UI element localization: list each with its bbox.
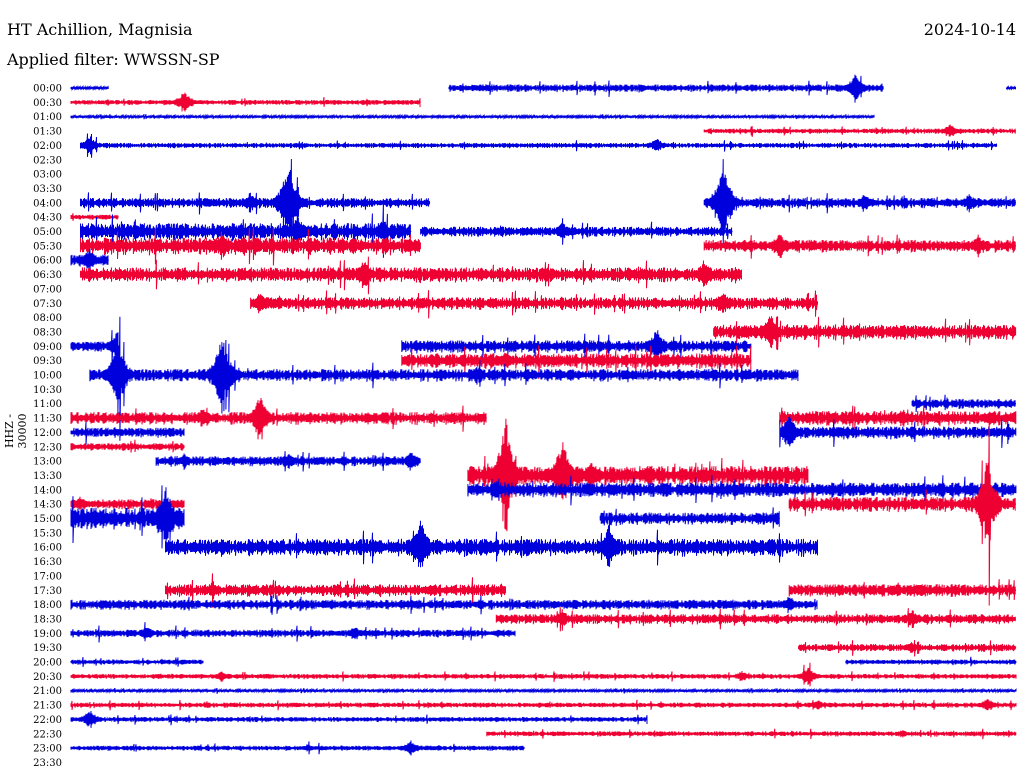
time-tick-label: 13:30: [33, 471, 62, 482]
time-tick-label: 23:00: [33, 744, 62, 755]
time-tick-label: 00:30: [33, 98, 62, 109]
seismic-trace-0530: [703, 234, 1016, 259]
time-tick-label: 12:30: [33, 442, 62, 453]
seismic-trace-1200: [70, 422, 185, 445]
time-tick-label: 01:30: [33, 127, 62, 138]
seismic-trace-1830: [495, 607, 1016, 632]
time-tick-label: 07:00: [33, 284, 62, 295]
seismic-trace-0500: [80, 203, 411, 258]
time-tick-label: 20:00: [33, 658, 62, 669]
seismic-trace-1500: [70, 485, 185, 549]
seismic-trace-1600: [165, 520, 818, 568]
station-title: HT Achillion, Magnisia: [7, 20, 193, 39]
time-tick-label: 09:00: [33, 342, 62, 353]
time-tick-label: 20:30: [33, 672, 62, 683]
time-tick-label: 09:30: [33, 356, 62, 367]
seismic-trace-0730: [250, 290, 818, 319]
time-tick-label: 17:00: [33, 571, 62, 582]
seismic-trace-1400: [467, 475, 1017, 506]
time-tick-label: 21:30: [33, 701, 62, 712]
time-tick-label: 06:30: [33, 270, 62, 281]
time-tick-label: 22:00: [33, 715, 62, 726]
time-tick-label: 05:00: [33, 227, 62, 238]
seismic-trace-0830: [713, 316, 1017, 351]
seismic-trace-0630: [80, 256, 742, 295]
time-tick-label: 02:00: [33, 141, 62, 152]
time-tick-label: 16:30: [33, 557, 62, 568]
time-tick-label: 15:30: [33, 528, 62, 539]
time-tick-label: 08:30: [33, 327, 62, 338]
seismic-trace-0000: [448, 74, 884, 103]
time-tick-label: 17:30: [33, 586, 62, 597]
seismic-trace-1900: [70, 622, 516, 643]
time-tick-label: 04:00: [33, 198, 62, 209]
time-tick-label: 00:00: [33, 84, 62, 95]
time-tick-label: 14:30: [33, 500, 62, 511]
seismic-trace-1730: [788, 579, 1016, 601]
time-tick-label: 13:00: [33, 457, 62, 468]
seismic-trace-1430: [788, 419, 1016, 606]
time-tick-label: 08:00: [33, 313, 62, 324]
time-tick-label: 12:00: [33, 428, 62, 439]
time-tick-label: 03:30: [33, 184, 62, 195]
time-tick-label: 11:30: [33, 414, 62, 425]
time-tick-label: 23:30: [33, 758, 62, 769]
time-tick-label: 22:30: [33, 729, 62, 740]
time-tick-label: 05:30: [33, 241, 62, 252]
time-tick-label: 01:00: [33, 112, 62, 123]
time-tick-label: 19:30: [33, 643, 62, 654]
seismic-trace-1230: [70, 439, 185, 453]
time-tick-label: 11:00: [33, 399, 62, 410]
seismic-trace-2030: [70, 662, 1017, 687]
time-tick-label: 06:00: [33, 256, 62, 267]
time-tick-label: 10:00: [33, 371, 62, 382]
seismic-trace-0600: [70, 248, 109, 271]
time-tick-label: 04:30: [33, 213, 62, 224]
time-tick-label: 18:30: [33, 614, 62, 625]
time-tick-label: 07:30: [33, 299, 62, 310]
time-tick-label: 19:00: [33, 629, 62, 640]
time-tick-label: 18:00: [33, 600, 62, 611]
time-tick-label: 03:00: [33, 170, 62, 181]
time-tick-label: 16:00: [33, 543, 62, 554]
record-date: 2024-10-14: [923, 20, 1016, 39]
filter-label: Applied filter: WWSSN-SP: [7, 50, 220, 69]
time-tick-label: 02:30: [33, 155, 62, 166]
seismic-trace-0900: [70, 330, 119, 365]
time-tick-label: 21:00: [33, 686, 62, 697]
time-tick-label: 10:30: [33, 385, 62, 396]
time-tick-label: 14:00: [33, 485, 62, 496]
time-tick-label: 15:00: [33, 514, 62, 525]
